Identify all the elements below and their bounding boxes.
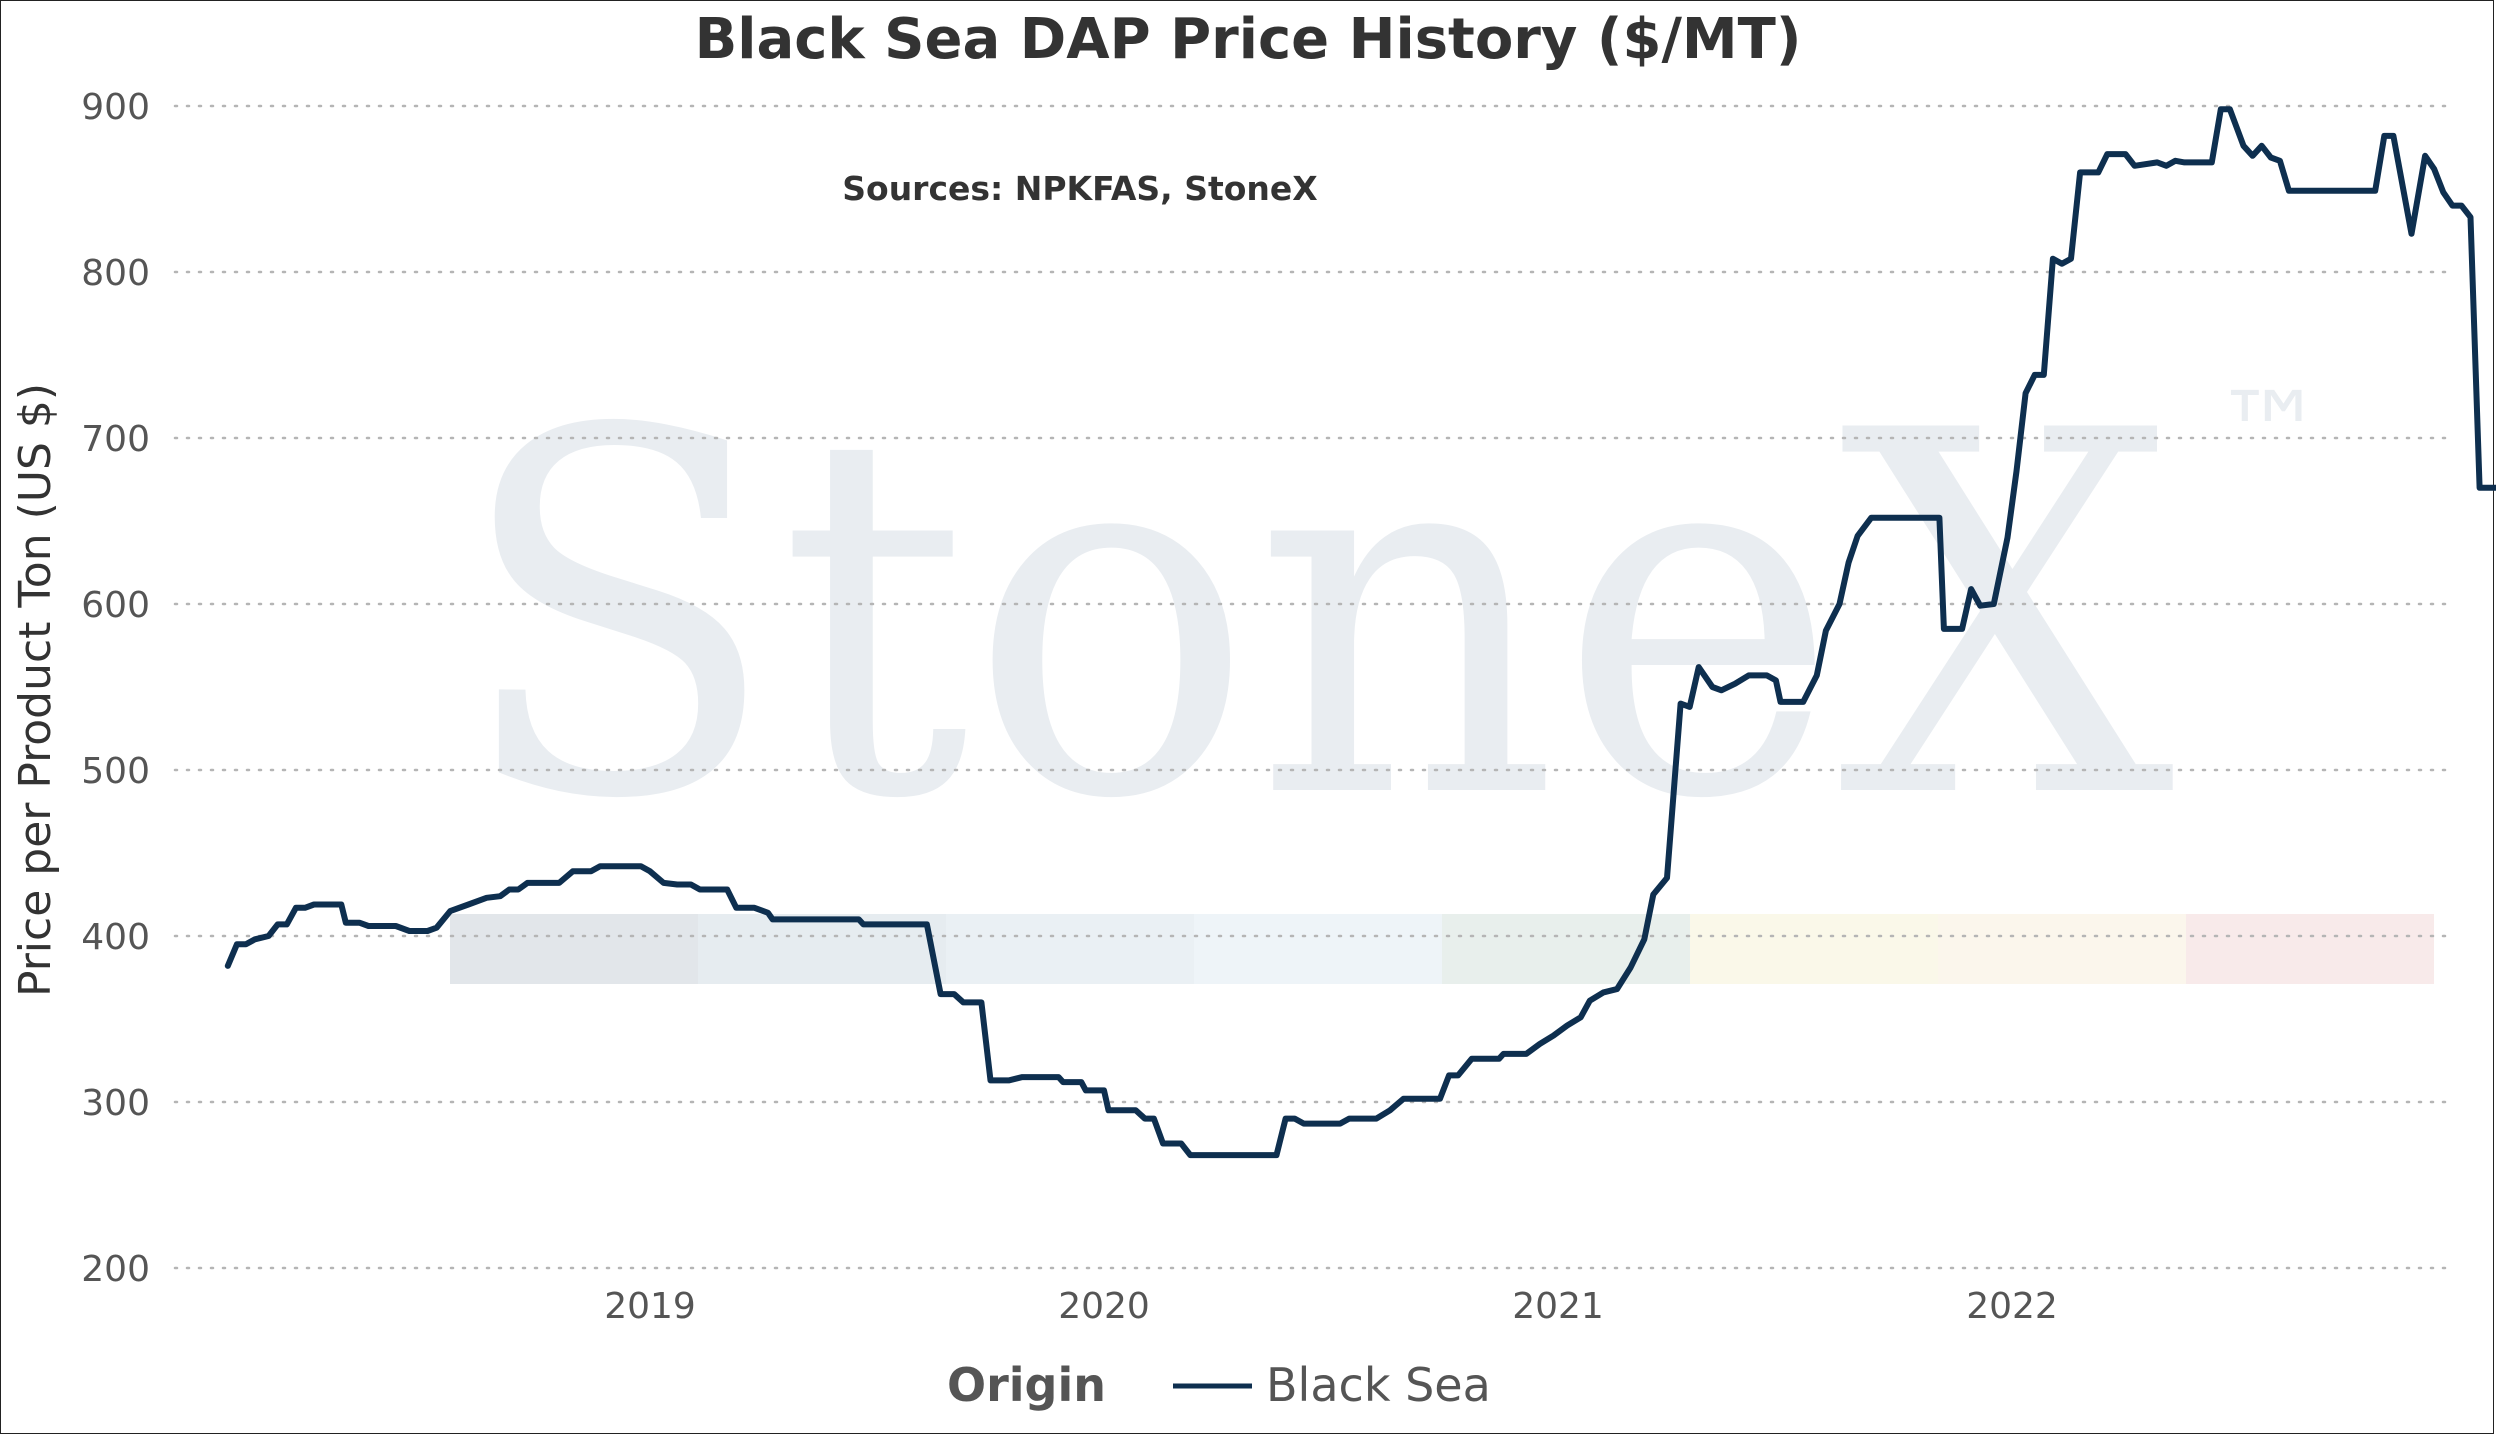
band-segment xyxy=(1938,914,2186,984)
band-segment xyxy=(946,914,1194,984)
legend-title: Origin xyxy=(947,1358,1106,1412)
y-tick-label: 900 xyxy=(81,87,150,128)
chart-title: Black Sea DAP Price History ($/MT) xyxy=(695,7,1802,72)
y-axis-label: Price per Product Ton (US $) xyxy=(10,383,61,997)
watermark-text: StoneX xyxy=(455,326,2178,908)
watermark: StoneX ™ xyxy=(455,326,2325,908)
band-segment xyxy=(1442,914,1690,984)
x-tick-label: 2022 xyxy=(1966,1286,2058,1327)
y-tick-label: 800 xyxy=(81,253,150,294)
x-tick-label: 2020 xyxy=(1058,1286,1150,1327)
legend: Origin Black Sea xyxy=(947,1358,1491,1412)
band-segment xyxy=(450,914,698,984)
series-black-sea xyxy=(224,106,2496,1159)
series-line-black-sea xyxy=(224,106,2496,1159)
y-gridlines xyxy=(173,104,2452,1270)
y-tick-labels: 200 300 400 500 600 700 800 900 xyxy=(81,87,150,1290)
x-tick-labels: 2019 2020 2021 2022 xyxy=(604,1286,2058,1327)
x-tick-label: 2019 xyxy=(604,1286,696,1327)
decorative-color-band xyxy=(450,914,2434,984)
y-tick-label: 400 xyxy=(81,917,150,958)
legend-label-black-sea: Black Sea xyxy=(1266,1358,1491,1412)
y-tick-label: 500 xyxy=(81,751,150,792)
watermark-trademark: ™ xyxy=(2215,368,2325,496)
y-tick-label: 200 xyxy=(81,1249,150,1290)
x-tick-label: 2021 xyxy=(1512,1286,1604,1327)
band-segment xyxy=(2186,914,2434,984)
y-tick-label: 700 xyxy=(81,419,150,460)
y-tick-label: 300 xyxy=(81,1083,150,1124)
band-segment xyxy=(1690,914,1938,984)
chart-subtitle: Sources: NPKFAS, StoneX xyxy=(842,169,1317,208)
y-tick-label: 600 xyxy=(81,585,150,626)
band-segment xyxy=(1194,914,1442,984)
